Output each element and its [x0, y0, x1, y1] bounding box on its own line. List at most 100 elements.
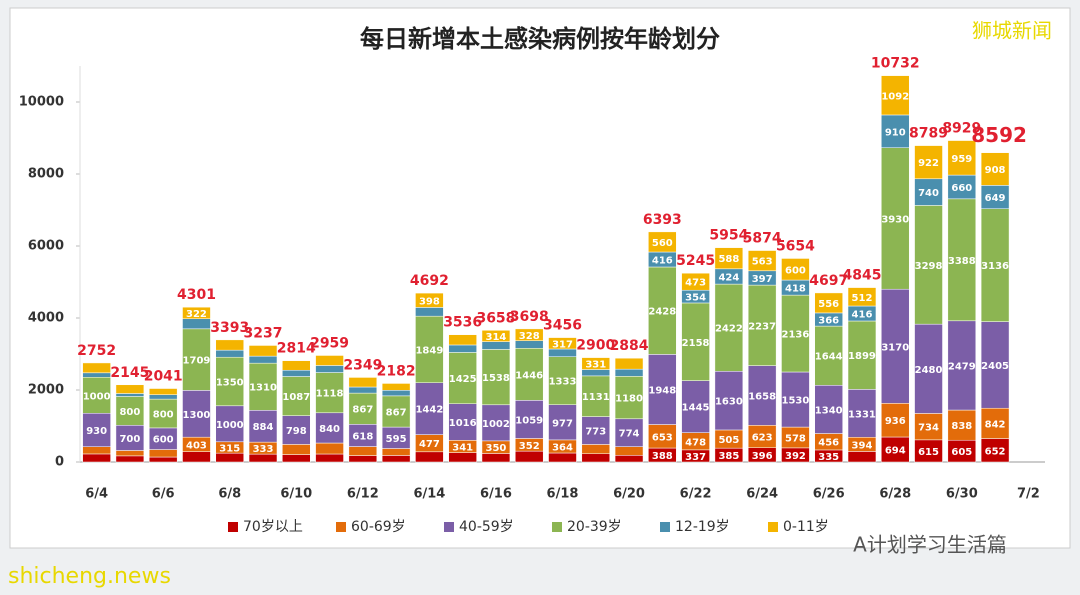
- bar-segment: [548, 337, 577, 350]
- legend-swatch: [444, 522, 454, 532]
- y-tick-label: 2000: [28, 383, 64, 398]
- bar-segment: [315, 442, 344, 455]
- value-label: 922: [918, 158, 939, 169]
- bar-segment: [914, 178, 943, 206]
- value-label: 1131: [582, 392, 610, 403]
- bar-segment: [881, 403, 910, 438]
- bar-segment: [282, 376, 311, 416]
- bar-segment: [248, 345, 278, 357]
- bar-segment: [714, 247, 744, 270]
- value-label: 354: [685, 293, 706, 304]
- total-label: 8929: [942, 121, 981, 137]
- value-label: 1118: [316, 389, 344, 400]
- total-label: 3658: [476, 310, 515, 326]
- bar-segment: [914, 145, 943, 180]
- value-label: 838: [951, 421, 972, 432]
- value-label: 578: [785, 433, 806, 444]
- value-label: 660: [951, 183, 972, 194]
- value-label: 908: [985, 165, 1006, 176]
- bar-segment: [381, 448, 411, 456]
- value-label: 1300: [183, 410, 211, 421]
- bar-segment: [82, 372, 111, 378]
- bar-segment: [781, 371, 810, 428]
- bar-segment: [781, 258, 810, 281]
- x-tick-label: 6/12: [347, 487, 379, 502]
- value-label: 478: [685, 437, 706, 448]
- legend-swatch: [552, 522, 562, 532]
- bar-segment: [182, 306, 211, 320]
- value-label: 867: [386, 407, 407, 418]
- value-label: 473: [685, 278, 706, 289]
- value-label: 403: [186, 440, 207, 451]
- value-label: 623: [752, 433, 773, 444]
- value-label: 322: [186, 309, 207, 320]
- bar-segment: [980, 208, 1010, 322]
- bar-segment: [881, 436, 910, 463]
- value-label: 800: [153, 410, 174, 421]
- value-label: 734: [918, 423, 939, 434]
- total-label: 2145: [110, 365, 149, 381]
- bar-segment: [914, 205, 943, 325]
- y-tick-label: 0: [55, 455, 64, 470]
- x-tick-label: 6/20: [613, 487, 645, 502]
- value-label: 618: [352, 431, 373, 442]
- value-label: 512: [852, 293, 873, 304]
- bar-segment: [448, 403, 477, 441]
- value-label: 867: [352, 405, 373, 416]
- bar-segment: [381, 395, 411, 428]
- bar-segment: [282, 415, 311, 445]
- bar-segment: [315, 453, 344, 463]
- bar-segment: [115, 425, 145, 451]
- value-label: 1442: [415, 405, 443, 416]
- bar-segment: [714, 283, 744, 372]
- value-label: 1000: [216, 420, 244, 431]
- bar-segment: [947, 140, 977, 176]
- bar-segment: [381, 455, 411, 463]
- bar-segment: [182, 328, 211, 391]
- watermark: A计划学习生活篇: [853, 533, 1007, 557]
- value-label: 1331: [848, 409, 876, 420]
- value-label: 1530: [782, 396, 810, 407]
- value-label: 1644: [815, 352, 843, 363]
- x-tick-label: 6/14: [413, 487, 445, 502]
- bar-segment: [182, 390, 211, 438]
- value-label: 341: [452, 442, 473, 453]
- bar-segment: [980, 407, 1010, 439]
- bar-segment: [947, 409, 977, 441]
- bar-segment: [881, 288, 910, 404]
- value-label: 3388: [948, 256, 976, 267]
- bar-segment: [881, 75, 910, 116]
- legend-swatch: [228, 522, 238, 532]
- y-tick-label: 10000: [19, 95, 64, 110]
- bar-segment: [781, 294, 810, 373]
- legend-label: 0-11岁: [783, 519, 829, 535]
- watermark: shicheng.news: [8, 564, 171, 589]
- value-label: 331: [585, 360, 606, 371]
- value-label: 2480: [915, 365, 943, 376]
- value-label: 930: [86, 426, 107, 437]
- bar-segment: [847, 451, 877, 463]
- total-label: 4845: [842, 268, 881, 284]
- value-label: 1446: [515, 370, 543, 381]
- bar-segment: [315, 355, 344, 366]
- total-label: 2349: [343, 357, 382, 373]
- bar-segment: [148, 398, 178, 429]
- value-label: 595: [386, 434, 407, 445]
- value-label: 2237: [748, 321, 776, 332]
- value-label: 1350: [216, 378, 244, 389]
- value-label: 959: [951, 154, 972, 165]
- x-tick-label: 6/10: [280, 487, 312, 502]
- bar-segment: [115, 384, 145, 394]
- value-label: 392: [785, 451, 806, 462]
- bar-segment: [514, 340, 544, 349]
- bar-segment: [448, 334, 477, 346]
- value-label: 884: [253, 422, 274, 433]
- bar-segment: [847, 287, 877, 307]
- legend-label: 12-19岁: [675, 519, 730, 535]
- bar-segment: [614, 368, 644, 377]
- bar-segment: [448, 452, 477, 463]
- value-label: 3136: [981, 261, 1009, 272]
- bar-segment: [947, 320, 977, 411]
- bar-segment: [215, 405, 244, 443]
